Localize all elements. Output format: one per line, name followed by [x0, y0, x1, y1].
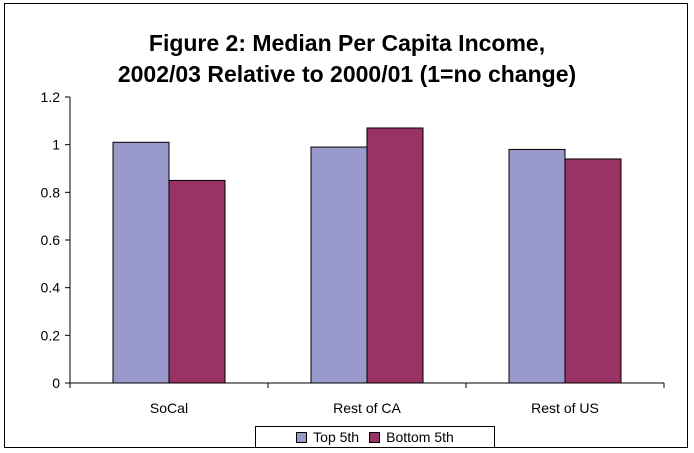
legend-item-bottom-5th: Bottom 5th [369, 429, 454, 445]
bar-top-5th-rest-of-us [508, 148, 566, 384]
y-tick-label: 0.4 [41, 280, 61, 296]
y-tick-label: 0 [52, 375, 60, 391]
y-tick-label: 1.2 [41, 89, 61, 105]
chart-title-line-2: 2002/03 Relative to 2000/01 (1=no change… [117, 61, 577, 87]
bar-top-5th-socal [112, 141, 170, 384]
bar-bottom-5th-rest-of-us [564, 158, 622, 384]
x-category-label: SoCal [150, 400, 188, 416]
bar-bottom-5th-rest-of-ca [366, 127, 424, 384]
y-tick-label: 1 [52, 137, 60, 153]
y-tick-label: 0.8 [41, 184, 61, 200]
legend-label-top-5th: Top 5th [313, 429, 360, 445]
chart-title-line-1: Figure 2: Median Per Capita Income, [148, 30, 546, 56]
y-tick-label: 0.2 [41, 327, 61, 343]
chart-title: Figure 2: Median Per Capita Income, 2002… [0, 28, 694, 90]
legend-swatch-top-5th [296, 431, 308, 443]
legend: Top 5th Bottom 5th [255, 426, 495, 448]
bar-top-5th-rest-of-ca [310, 146, 368, 384]
x-category-label: Rest of US [531, 400, 599, 416]
legend-swatch-bottom-5th [369, 431, 381, 443]
legend-item-top-5th: Top 5th [296, 429, 359, 445]
y-tick-label: 0.6 [41, 232, 61, 248]
legend-label-bottom-5th: Bottom 5th [386, 429, 454, 445]
x-category-label: Rest of CA [333, 400, 401, 416]
bar-bottom-5th-socal [168, 179, 226, 384]
